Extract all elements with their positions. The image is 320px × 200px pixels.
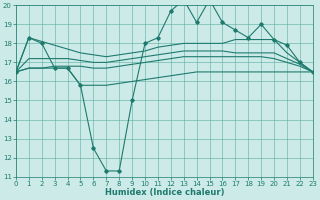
X-axis label: Humidex (Indice chaleur): Humidex (Indice chaleur)	[105, 188, 224, 197]
